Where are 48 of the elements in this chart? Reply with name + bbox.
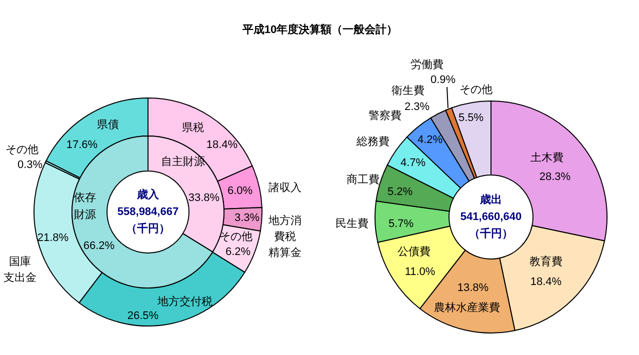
data-label: 26.5% — [127, 310, 159, 322]
slice-label: 民生費 — [336, 217, 368, 230]
text: 歳入 — [136, 188, 160, 201]
text: 558,984,667 — [117, 206, 179, 218]
slice-label: その他 — [460, 84, 492, 96]
slice-label: 県債 — [97, 119, 119, 131]
data-label: 17.6% — [66, 139, 98, 151]
data-label: 4.7% — [400, 157, 426, 169]
slice-label: 総務費 — [356, 135, 390, 148]
slice-label: 農林水産業費 — [434, 301, 500, 314]
text: （千円） — [469, 227, 513, 240]
slice-label: 依存財源 — [74, 192, 96, 221]
slice-label: その他 — [6, 144, 38, 156]
data-label: 0.9% — [430, 74, 456, 86]
data-label: 18.4% — [206, 139, 238, 151]
data-label: 21.8% — [37, 232, 69, 244]
text: 歳出 — [479, 193, 502, 206]
slice-label: 県税 — [182, 121, 204, 134]
slice-label: 土木費 — [530, 151, 564, 164]
data-label: 5.2% — [387, 186, 413, 198]
slice-label: 地方交付税 — [156, 295, 212, 308]
data-label: 28.3% — [539, 171, 571, 183]
data-label: 2.3% — [404, 101, 430, 113]
slice-label: 衛生費 — [392, 84, 424, 97]
text: （千円） — [126, 222, 170, 235]
data-label: 5.7% — [388, 218, 414, 230]
slice-label: 地方消費税精算金 — [268, 214, 302, 259]
data-label: 33.8% — [188, 192, 220, 204]
data-label: 66.2% — [83, 240, 115, 252]
slice-label: 教育費 — [530, 255, 562, 268]
data-label: 4.2% — [417, 134, 443, 146]
data-label: 11.0% — [404, 266, 436, 278]
data-label: 13.8% — [457, 282, 489, 294]
data-label: 18.4% — [530, 276, 562, 288]
data-label: 0.3% — [17, 159, 43, 171]
slice-label: 諸収入 — [268, 181, 302, 194]
chart-title: 平成10年度決算額（一般会計） — [241, 23, 398, 36]
slice-label: 警察費 — [368, 109, 402, 122]
slice-label: 国庫支出金 — [4, 255, 36, 284]
data-label: 6.0% — [227, 185, 253, 197]
slice-label: その他 — [220, 231, 252, 243]
slice-label: 公債費 — [398, 245, 430, 258]
slice-label: 商工費 — [346, 173, 380, 186]
slice-label: 労働費 — [410, 58, 444, 71]
data-label: 6.2% — [225, 246, 251, 258]
text: 541,660,640 — [460, 211, 522, 223]
data-label: 5.5% — [458, 112, 484, 124]
data-label: 3.3% — [234, 212, 260, 224]
